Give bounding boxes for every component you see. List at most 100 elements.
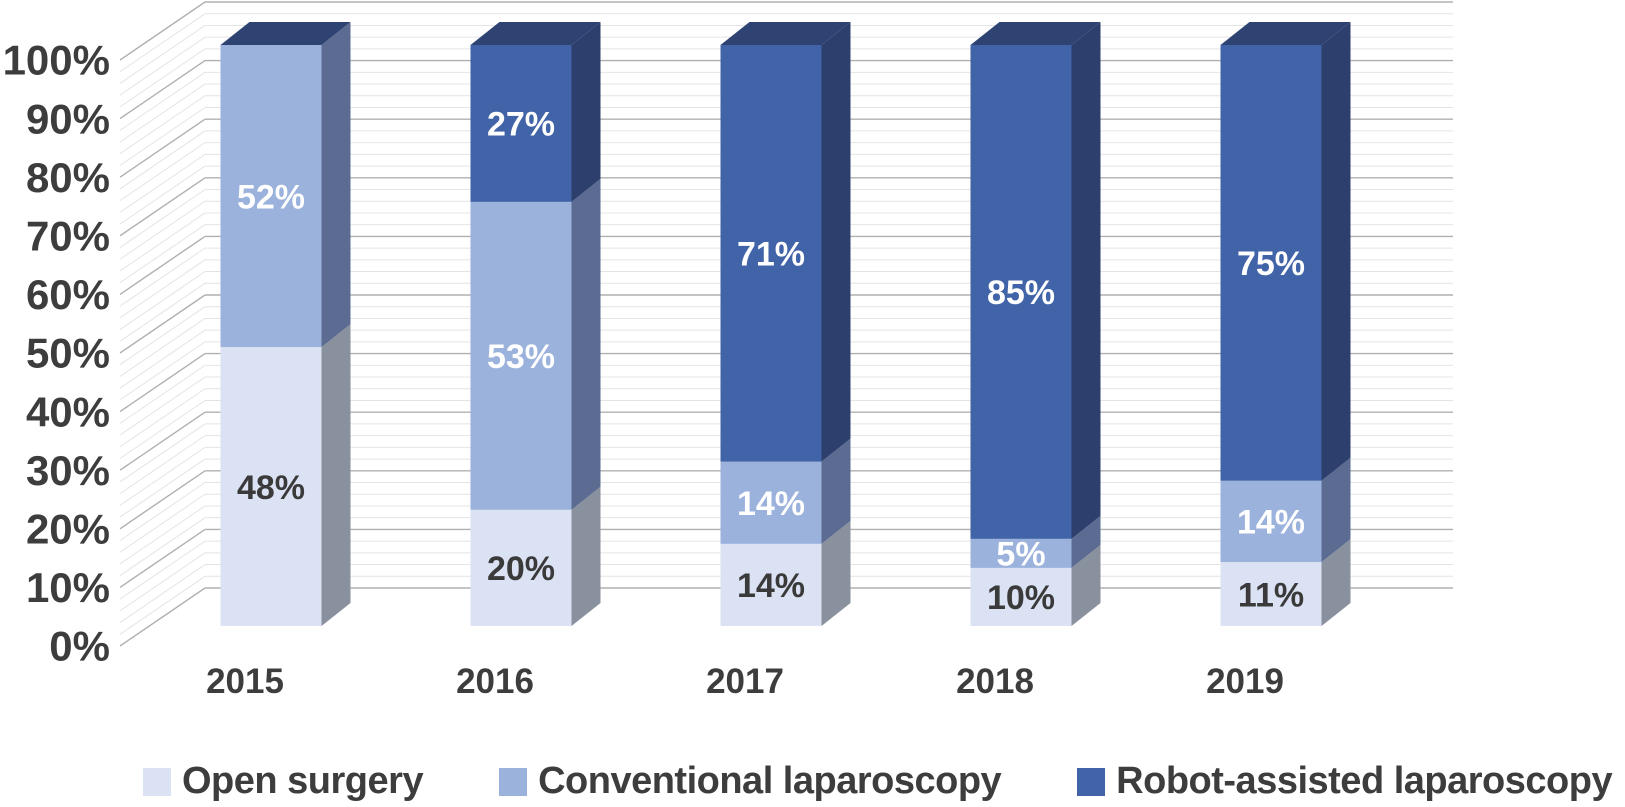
data-label: 14%: [1237, 504, 1305, 542]
legend-label: Open surgery: [182, 760, 424, 802]
bar-segment: [970, 538, 1072, 568]
gridline-sidewall: [119, 341, 206, 401]
gridline-sidewall: [119, 540, 206, 600]
bar-segment: [970, 45, 1072, 539]
gridline-sidewall: [119, 36, 206, 96]
gridline-sidewall: [119, 482, 206, 541]
gridline-sidewall: [119, 528, 206, 588]
gridline-sidewall: [119, 235, 206, 295]
y-axis-tick-label: 0%: [49, 623, 110, 670]
data-label: 27%: [487, 106, 555, 144]
bar-segment-side-face: [321, 22, 351, 348]
data-label: 14%: [737, 485, 805, 523]
data-label: 5%: [996, 536, 1045, 574]
bar-segment: [220, 347, 322, 626]
gridline-sidewall: [119, 505, 206, 565]
gridline-sidewall: [119, 247, 206, 307]
data-label: 85%: [987, 274, 1055, 312]
data-label: 10%: [987, 579, 1055, 617]
gridline-sidewall: [119, 575, 206, 635]
legend-item: Robot-assisted laparoscopy: [1077, 760, 1613, 803]
gridline-sidewall: [119, 423, 206, 483]
bar-segment: [470, 45, 572, 202]
bar-segment-side-face: [321, 324, 351, 626]
bar-segment-side-face: [571, 486, 601, 626]
bar-segment-side-face: [571, 22, 601, 202]
gridline-sidewall: [119, 224, 206, 284]
y-axis-tick-label: 30%: [26, 447, 110, 494]
gridline-sidewall: [119, 107, 206, 166]
legend-swatch: [1077, 767, 1106, 796]
legend-swatch: [499, 767, 528, 796]
gridline-sidewall: [119, 364, 206, 424]
bar-segment-side-face: [1321, 22, 1351, 481]
y-axis-tick-label: 40%: [26, 388, 110, 435]
bar-segment-side-face: [821, 520, 851, 626]
gridline-sidewall: [119, 353, 206, 413]
bar-segment: [470, 509, 572, 626]
x-axis-category-label: 2018: [956, 662, 1034, 701]
legend-item: Open surgery: [143, 760, 424, 803]
gridline-sidewall: [119, 153, 206, 213]
gridline-sidewall: [119, 189, 206, 248]
bar-segment: [470, 201, 572, 510]
gridline-sidewall: [119, 200, 206, 260]
gridline-sidewall: [119, 552, 206, 612]
bar-segment-side-face: [1071, 515, 1101, 568]
chart-legend: Open surgery Conventional laparoscopy Robo…: [143, 760, 1613, 803]
gridline-sidewall: [119, 25, 206, 84]
bar-top-face: [470, 22, 601, 45]
legend-item: Conventional laparoscopy: [499, 760, 1002, 803]
gridline-sidewall: [119, 48, 206, 108]
bar-segment-side-face: [821, 22, 851, 462]
y-axis-tick-label: 80%: [26, 154, 110, 201]
bar-segment: [1220, 45, 1322, 481]
x-axis-category-label: 2016: [456, 662, 534, 701]
gridline-sidewall: [119, 564, 206, 623]
gridline-sidewall: [119, 400, 206, 459]
bar-segment-side-face: [1071, 22, 1101, 539]
gridline-sidewall: [119, 13, 206, 73]
gridline-sidewall: [119, 95, 206, 155]
bar-top-face: [720, 22, 851, 45]
bar-segment: [970, 567, 1072, 626]
data-label: 52%: [237, 178, 305, 216]
y-axis-tick-label: 100%: [3, 37, 110, 84]
data-label: 48%: [237, 469, 305, 507]
gridline-sidewall: [119, 177, 206, 237]
y-axis-tick-label: 90%: [26, 95, 110, 142]
data-label: 11%: [1238, 576, 1304, 614]
bar-segment: [1220, 562, 1322, 626]
x-axis-category-label: 2019: [1206, 662, 1284, 701]
bar-segment: [720, 461, 822, 544]
bar-top-face: [970, 22, 1101, 45]
data-label: 20%: [487, 550, 555, 588]
gridline-sidewall: [119, 71, 206, 131]
x-axis-category-label: 2017: [706, 662, 784, 701]
gridline-sidewall: [119, 130, 206, 190]
bar-segment-side-face: [821, 438, 851, 544]
bar-segment-side-face: [1071, 544, 1101, 626]
legend-label: Conventional laparoscopy: [538, 760, 1002, 802]
gridline-sidewall: [119, 282, 206, 342]
bar-segment-side-face: [1321, 457, 1351, 563]
gridline-sidewall: [119, 493, 206, 553]
gridline-sidewall: [119, 388, 206, 448]
bar-segment-side-face: [1321, 539, 1351, 626]
bar-segment: [720, 45, 822, 462]
y-axis-tick-label: 50%: [26, 330, 110, 377]
data-label: 53%: [487, 338, 555, 376]
gridline-sidewall: [119, 165, 206, 225]
gridline-sidewall: [119, 376, 206, 436]
gridline-sidewall: [119, 411, 206, 471]
bar-top-face: [1220, 22, 1351, 45]
gridline-sidewall: [119, 318, 206, 377]
x-axis-category-label: 2015: [206, 662, 284, 701]
data-label: 71%: [737, 236, 805, 274]
gridline-sidewall: [119, 60, 206, 120]
y-axis-tick-label: 10%: [26, 564, 110, 611]
gridline-sidewall: [119, 1, 206, 61]
gridline-sidewall: [119, 306, 206, 366]
